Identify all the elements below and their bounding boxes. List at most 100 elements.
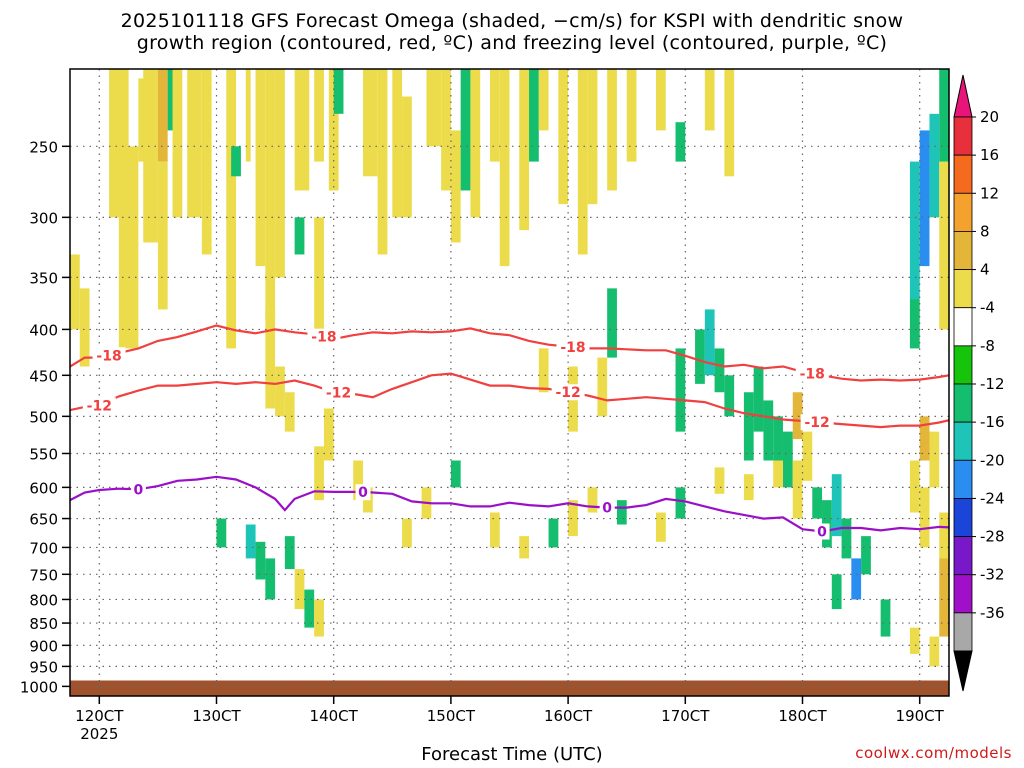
omega-cell [275,366,285,417]
omega-cell [519,69,530,231]
colorbar-label: -16 [980,413,1005,431]
omega-cell [939,558,949,637]
omega-cell [675,487,686,519]
x-axis-label: Forecast Time (UTC) [421,744,603,765]
omega-cell [812,487,823,519]
y-tick-label: 950 [29,658,58,676]
omega-cell [294,69,310,191]
contour-label-bg [556,339,590,356]
colorbar-swatch [953,459,973,499]
y-tick-label: 450 [29,367,58,385]
contour-label-bg [355,484,371,501]
omega-cell [909,161,920,300]
colorbar-swatch [953,154,973,194]
colorbar-top-arrow [953,74,973,118]
credit-link[interactable]: coolwx.com/models [855,744,1012,762]
omega-cell [880,599,891,637]
omega-cell [568,500,578,537]
contour-label--18: -18 [311,330,336,346]
omega-cell [489,69,500,162]
omega-cell [626,69,637,162]
omega-cell [909,299,920,349]
omega-cell [704,309,715,376]
x-tick-label: 130CT [192,707,241,725]
omega-cell [538,348,549,393]
colorbar-swatch [953,612,973,652]
x-tick-label: 140CT [310,707,359,725]
omega-cell [753,366,764,432]
omega-cell [265,69,276,320]
contour-label-bg [551,384,585,401]
omega-cell [489,512,500,548]
omega-cell [773,416,783,461]
contour-label-0: 0 [358,485,368,501]
omega-cell [304,589,315,628]
omega-cell [314,446,324,501]
contour-label--18: -18 [96,348,121,364]
x-tick-label: 180CT [778,707,827,725]
omega-cell [265,558,276,600]
omega-cell [792,460,803,519]
omega-cell [226,69,237,349]
omega-cell [460,69,471,191]
omega-cell [333,69,344,114]
omega-cell [441,69,451,191]
y-tick-label: 850 [29,615,58,633]
omega-cell [323,408,334,461]
omega-cell [763,400,774,461]
contour-label-bg [130,481,146,498]
colorbar-label: -24 [980,489,1005,507]
x-tick-label: 170CT [661,707,710,725]
y-tick-label: 250 [29,138,58,156]
contour-label-bg [599,499,615,516]
omega-cell [157,69,168,162]
y-tick-label: 650 [29,511,58,529]
colorbar-label: -20 [980,451,1005,469]
omega-cell [577,69,588,255]
omega-cell [392,69,403,218]
omega-cell [831,574,842,610]
omega-cell [187,69,202,218]
omega-cell [851,558,862,600]
colorbar-label: -8 [980,337,995,355]
contour-label-0: 0 [602,501,612,517]
y-tick-label: 300 [29,209,58,227]
y-tick-label: 550 [29,445,58,463]
omega-cell [275,69,285,278]
omega-cell [792,392,803,440]
colorbar-label: -36 [980,604,1005,622]
colorbar-label: 8 [980,222,990,240]
omega-cell [704,69,715,131]
omega-cell [558,69,569,205]
omega-cell [426,69,442,147]
x-year-label: 2025 [80,725,118,743]
omega-cell [284,392,295,432]
contour-label-layer: -18 -18 -18 -18 -12 -12 -12 -12 0 0 0 0 [82,328,834,541]
omega-cell [919,487,930,548]
omega-cell [353,460,363,501]
omega-cell [675,122,686,162]
y-axis: 250 300 350 400 450 500 550 600 650 700 750 800 850 9… [20,138,70,696]
chart-title-line1: 2025101118 GFS Forecast Omega (shaded, −… [120,10,904,32]
x-tick-label: 190CT [896,707,945,725]
omega-cell [79,288,90,367]
omega-cell [607,69,617,191]
omega-cell [255,541,266,580]
dotted-grid [70,69,949,696]
omega-cell [294,569,305,610]
omega-cell [284,536,295,570]
omega-cell [529,69,539,162]
colorbar-swatch [953,345,973,385]
contour-label-bg [82,397,116,414]
colorbar-swatch [953,307,973,347]
omega-cell [377,69,388,255]
colorbar-swatch [953,383,973,423]
omega-cell [538,69,549,131]
plot-frame [69,68,950,697]
contour-label-0: 0 [817,525,827,541]
omega-cell [587,487,598,513]
omega-cell [939,161,949,330]
colorbar-label: 4 [980,261,990,279]
contour-label--18: -18 [560,340,585,356]
